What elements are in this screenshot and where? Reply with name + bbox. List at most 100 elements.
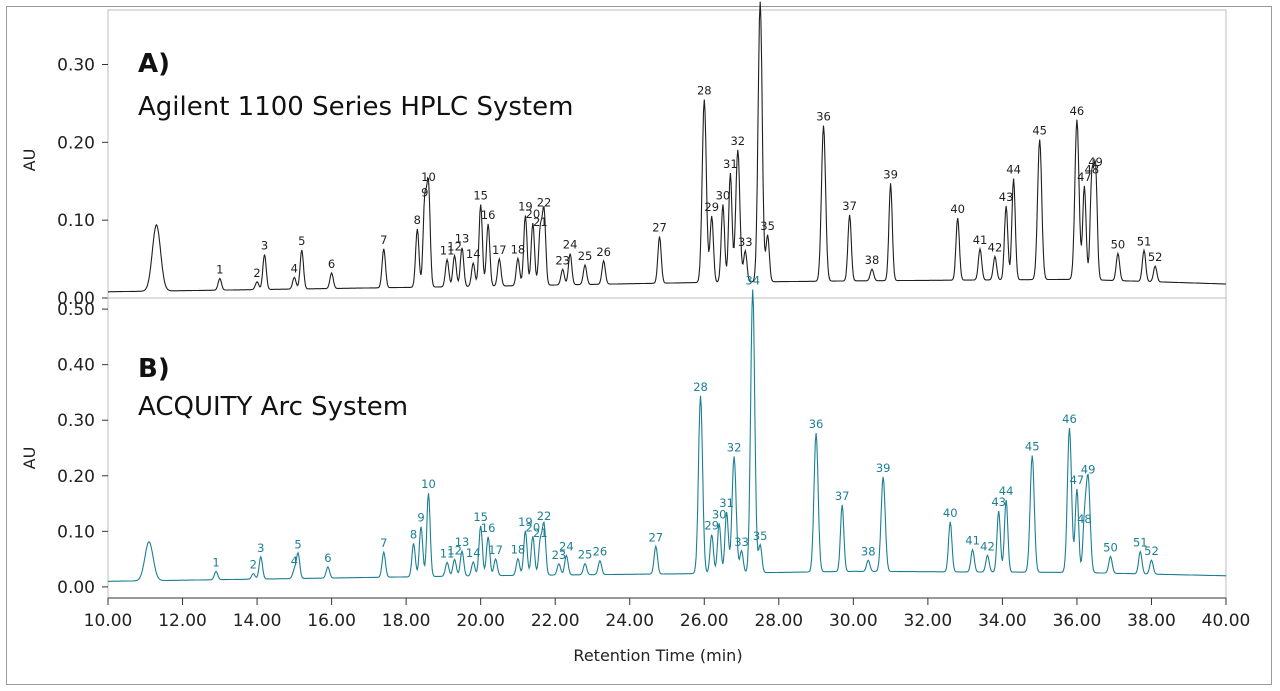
peak-label: 7 bbox=[380, 233, 387, 247]
peak-label: 35 bbox=[760, 219, 775, 233]
peak-label: 19 bbox=[518, 515, 533, 529]
peak-label: 1 bbox=[212, 555, 219, 569]
panel-b-y-tick-label: 0.10 bbox=[57, 522, 95, 542]
peak-label: 22 bbox=[537, 195, 552, 209]
peak-label: 36 bbox=[809, 417, 824, 431]
panel-a-y-axis-label: AU bbox=[20, 149, 39, 172]
x-tick-label: 18.00 bbox=[382, 611, 431, 631]
peak-label: 2 bbox=[250, 558, 257, 572]
x-tick-label: 38.00 bbox=[1127, 611, 1176, 631]
peak-label: 28 bbox=[697, 84, 712, 98]
x-tick-label: 20.00 bbox=[456, 611, 505, 631]
peak-label: 38 bbox=[861, 544, 876, 558]
peak-label: 41 bbox=[973, 233, 988, 247]
panel-a-plot-frame bbox=[107, 9, 1227, 299]
x-tick-label: 26.00 bbox=[680, 611, 729, 631]
peak-label: 28 bbox=[693, 380, 708, 394]
peak-label: 46 bbox=[1070, 104, 1085, 118]
peak-label: 31 bbox=[723, 157, 738, 171]
x-tick-label: 24.00 bbox=[605, 611, 654, 631]
x-axis-label: Retention Time (min) bbox=[573, 646, 742, 665]
peak-label: 24 bbox=[563, 238, 578, 252]
panel-b-y-axis-label: AU bbox=[20, 447, 39, 470]
peak-label: 47 bbox=[1070, 473, 1085, 487]
peak-label: 36 bbox=[816, 110, 831, 124]
panel-b: B) ACQUITY Arc System AU 0.00 0.10 0.20 0.3… bbox=[20, 274, 1227, 599]
peak-label: 43 bbox=[999, 190, 1014, 204]
peak-label: 11 bbox=[440, 546, 455, 560]
peak-label: 52 bbox=[1148, 250, 1163, 264]
panel-b-chromatogram-line bbox=[108, 289, 1226, 582]
peak-label: 32 bbox=[727, 440, 742, 454]
peak-label: 23 bbox=[555, 253, 570, 267]
peak-label: 33 bbox=[734, 535, 749, 549]
peak-label: 20 bbox=[526, 520, 541, 534]
peak-label: 35 bbox=[753, 529, 768, 543]
panel-b-y-tick-label: 0.50 bbox=[57, 300, 95, 320]
panel-a-letter: A) bbox=[138, 49, 170, 79]
peak-label: 27 bbox=[652, 221, 667, 235]
peak-label: 29 bbox=[704, 519, 719, 533]
peak-label: 37 bbox=[835, 489, 850, 503]
panel-b-plot-frame bbox=[107, 297, 1227, 599]
panel-a-title: Agilent 1100 Series HPLC System bbox=[138, 92, 573, 122]
x-tick-label: 36.00 bbox=[1053, 611, 1102, 631]
x-tick-label: 10.00 bbox=[84, 611, 133, 631]
peak-label: 39 bbox=[876, 461, 891, 475]
x-tick-label: 28.00 bbox=[754, 611, 803, 631]
panel-a-y-tick-label: 0.10 bbox=[57, 211, 95, 231]
peak-label: 9 bbox=[421, 186, 428, 200]
x-tick-label: 40.00 bbox=[1202, 611, 1251, 631]
peak-label: 41 bbox=[965, 534, 980, 548]
x-tick-label: 34.00 bbox=[978, 611, 1027, 631]
peak-label: 43 bbox=[991, 495, 1006, 509]
peak-label: 14 bbox=[466, 546, 481, 560]
peak-label: 25 bbox=[578, 548, 593, 562]
x-tick-label: 22.00 bbox=[531, 611, 580, 631]
peak-label: 3 bbox=[257, 541, 264, 555]
panel-a-chromatogram-line bbox=[108, 1, 1226, 293]
peak-label: 6 bbox=[328, 257, 335, 271]
peak-label: 14 bbox=[466, 247, 481, 261]
x-axis: 10.00 12.00 14.00 16.00 18.00 20.00 22.00 24.00… bbox=[84, 597, 1251, 631]
peak-label: 15 bbox=[473, 189, 488, 203]
x-tick-label: 12.00 bbox=[158, 611, 207, 631]
peak-label: 22 bbox=[537, 509, 552, 523]
peak-label: 48 bbox=[1085, 163, 1100, 177]
peak-label: 33 bbox=[738, 235, 753, 249]
panel-a-trace bbox=[108, 1, 1226, 293]
peak-label: 13 bbox=[455, 232, 470, 246]
peak-label: 9 bbox=[417, 511, 424, 525]
peak-label: 52 bbox=[1144, 544, 1159, 558]
x-tick-label: 30.00 bbox=[829, 611, 878, 631]
figure-frame bbox=[6, 6, 1272, 685]
peak-label: 15 bbox=[473, 510, 488, 524]
peak-label: 51 bbox=[1133, 536, 1148, 550]
peak-label: 10 bbox=[421, 477, 436, 491]
peak-label: 46 bbox=[1062, 412, 1077, 426]
panel-a-y-tick-label: 0.20 bbox=[57, 133, 95, 153]
peak-label: 30 bbox=[716, 188, 731, 202]
peak-label: 13 bbox=[455, 535, 470, 549]
peak-label: 47 bbox=[1077, 170, 1092, 184]
peak-label: 20 bbox=[526, 207, 541, 221]
peak-label: 42 bbox=[988, 241, 1003, 255]
peak-label: 25 bbox=[578, 249, 593, 263]
panel-b-y-tick-label: 0.40 bbox=[57, 356, 95, 376]
panel-a-y-ticks: 0.00 0.10 0.20 0.30 bbox=[57, 55, 108, 309]
panel-b-title: ACQUITY Arc System bbox=[138, 392, 408, 422]
peak-label: 40 bbox=[943, 506, 958, 520]
panel-b-letter: B) bbox=[138, 354, 170, 384]
peak-label: 12 bbox=[447, 544, 462, 558]
peak-label: 44 bbox=[1006, 163, 1021, 177]
peak-label: 31 bbox=[719, 496, 734, 510]
peak-label: 34 bbox=[745, 274, 760, 288]
peak-label: 30 bbox=[712, 507, 727, 521]
peak-label: 23 bbox=[552, 548, 567, 562]
panel-b-trace bbox=[108, 289, 1226, 582]
peak-label: 18 bbox=[511, 543, 526, 557]
peak-label: 50 bbox=[1111, 237, 1126, 251]
